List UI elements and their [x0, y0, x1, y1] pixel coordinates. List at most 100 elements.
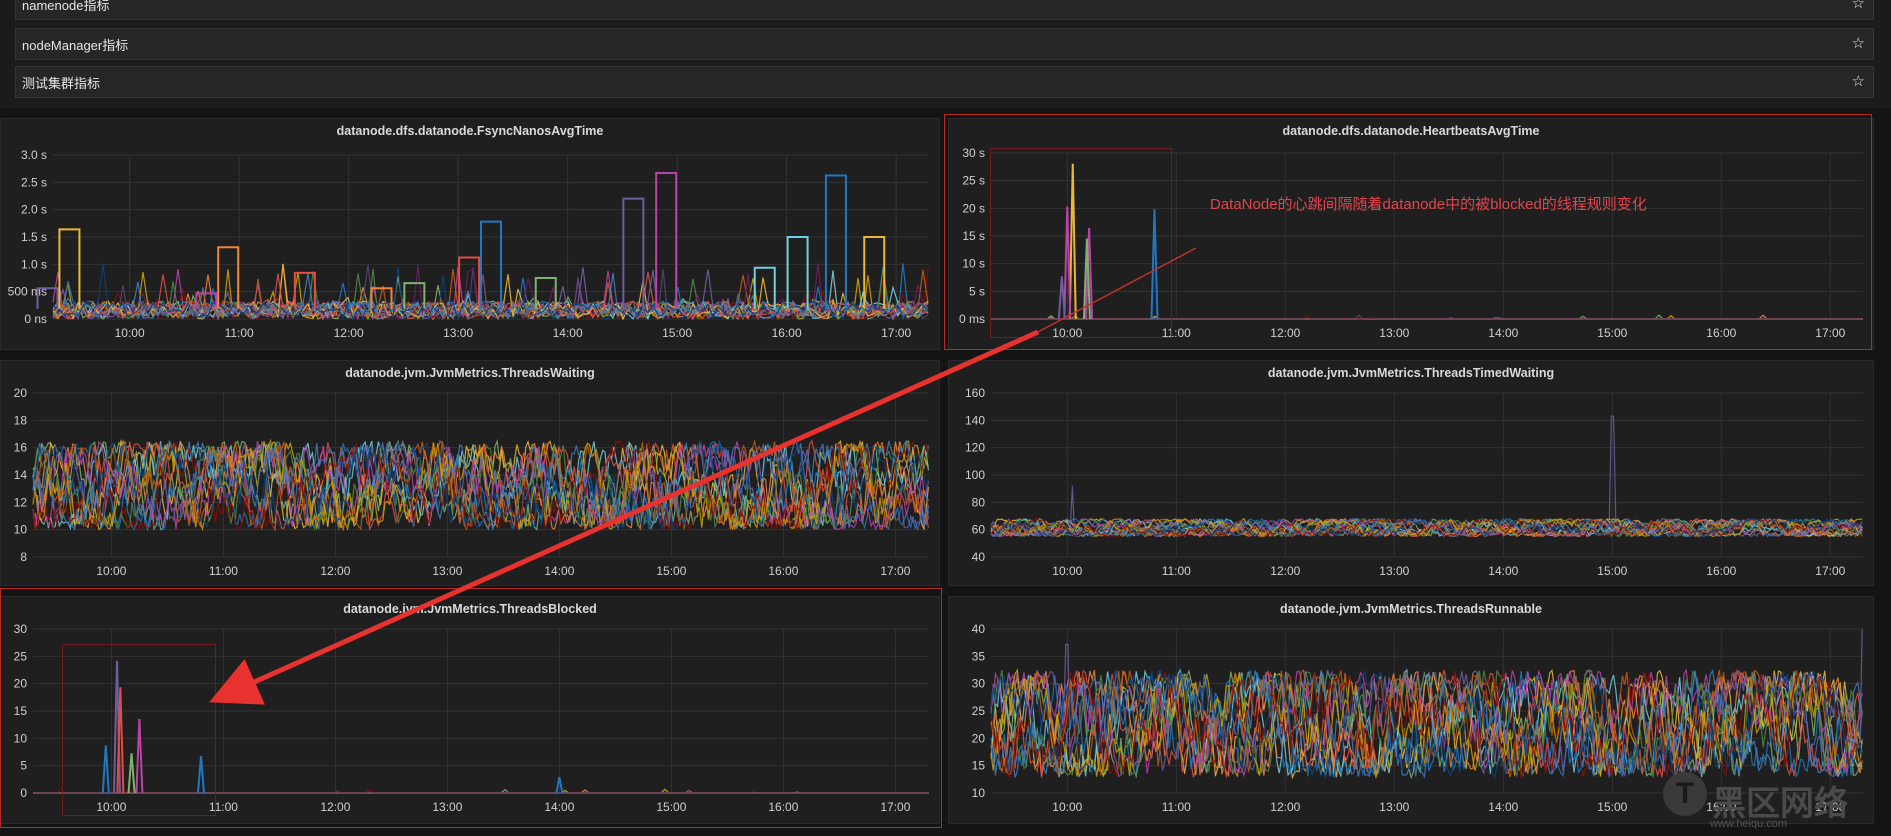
chart-fsync-nanos: 0 ns 500 ms 1.0 s 1.5 s 2.0 s 2.5 s 3.0 s 10:00… [8, 148, 929, 340]
y-tick-label: 12 [14, 495, 28, 509]
series-spike [824, 174, 847, 309]
series-spike [403, 282, 426, 309]
x-tick-label: 17:00 [1815, 800, 1845, 814]
y-tick-label: 120 [965, 441, 985, 455]
series-line [990, 669, 1863, 779]
x-tick-label: 15:00 [1597, 800, 1627, 814]
y-tick-label: 100 [965, 468, 985, 482]
star-icon[interactable]: ☆ [1851, 35, 1865, 52]
series-spike [863, 236, 886, 309]
x-tick-label: 16:00 [772, 326, 802, 340]
x-tick-label: 11:00 [225, 326, 254, 340]
x-tick-label: 14:00 [1488, 800, 1518, 814]
x-tick-label: 12:00 [334, 326, 364, 340]
x-tick-label: 15:00 [1597, 564, 1627, 578]
x-tick-label: 13:00 [432, 564, 462, 578]
series-spike [534, 277, 557, 309]
y-tick-label: 2.0 s [21, 203, 47, 217]
series-line [52, 268, 929, 321]
row-test-cluster[interactable]: 测试集群指标 ☆ [15, 66, 1874, 98]
row-namenode[interactable]: namenode指标 ☆ [15, 0, 1874, 20]
series-spike [753, 266, 776, 309]
y-tick-label: 2.5 s [21, 175, 47, 189]
series-spike [101, 745, 110, 794]
annotation-box-heartbeats-panel [944, 114, 1872, 350]
series-spike [127, 753, 136, 794]
series-spike [655, 171, 678, 309]
row-title: nodeManager指标 [22, 38, 129, 53]
annotation-text: DataNode的心跳间隔随着datanode中的被blocked的线程规则变化 [1210, 196, 1647, 213]
x-tick-label: 12:00 [320, 564, 350, 578]
y-tick-label: 160 [965, 386, 985, 400]
star-icon[interactable]: ☆ [1851, 0, 1865, 12]
panel-threads-waiting[interactable]: datanode.jvm.JvmMetrics.ThreadsWaiting 8… [0, 360, 940, 586]
y-tick-label: 15 [972, 759, 986, 773]
y-tick-label: 8 [20, 550, 27, 564]
y-tick-label: 1.0 s [21, 257, 47, 271]
dashboard-rows: namenode指标 ☆ nodeManager指标 ☆ 测试集群指标 ☆ [0, 0, 1891, 108]
x-tick-label: 13:00 [1379, 326, 1409, 340]
x-tick-label: 16:00 [768, 564, 798, 578]
watermark-text: 黑区网络 [1712, 785, 1848, 823]
panel-title: datanode.dfs.datanode.FsyncNanosAvgTime [336, 124, 604, 138]
series-spike [480, 220, 502, 309]
x-tick-label: 13:00 [1379, 800, 1409, 814]
x-tick-label: 13:00 [432, 800, 462, 814]
y-tick-label: 14 [14, 468, 28, 482]
chart-threads-waiting: 8 10 12 14 16 18 20 10:00 11:00 12:00 13:00 14:00 15… [14, 386, 929, 578]
row-nodemanager[interactable]: nodeManager指标 ☆ [15, 28, 1874, 60]
row-title: 测试集群指标 [22, 76, 101, 91]
y-tick-label: 25 s [962, 174, 985, 188]
annotation-box-heartbeats-spike [990, 148, 1172, 338]
series-spike [36, 287, 59, 309]
chart-threads-timed-waiting: 40 60 80 100 120 140 160 10:00 11:00 12:00 13:00 14… [965, 386, 1863, 578]
series-line [990, 517, 1863, 538]
y-tick-label: 5 [20, 759, 27, 773]
y-tick-label: 30 [972, 677, 986, 691]
watermark-logo-icon: T [1663, 772, 1707, 816]
series-spike [348, 302, 371, 309]
x-tick-label: 12:00 [1270, 564, 1300, 578]
series-line [990, 669, 1863, 778]
y-tick-label: 40 [972, 622, 986, 636]
series-line [52, 271, 929, 320]
x-tick-label: 16:00 [1706, 800, 1736, 814]
series-spike [217, 246, 240, 309]
y-tick-label: 10 [14, 523, 28, 537]
series-spike [555, 776, 564, 794]
x-tick-label: 14:00 [544, 800, 574, 814]
row-title: namenode指标 [22, 0, 110, 13]
panel-threads-timed-waiting[interactable]: datanode.jvm.JvmMetrics.ThreadsTimedWait… [948, 360, 1874, 586]
star-icon[interactable]: ☆ [1851, 73, 1865, 90]
series-spike [458, 256, 481, 309]
x-tick-label: 10:00 [96, 800, 126, 814]
series-line [990, 517, 1863, 538]
panel-threads-runnable[interactable]: datanode.jvm.JvmMetrics.ThreadsRunnable … [948, 596, 1874, 824]
y-tick-label: 25 [14, 649, 28, 663]
chart-threads-runnable: 10 15 20 25 30 35 40 10:00 11:00 12:00 13:00 14:00 1… [972, 622, 1863, 814]
panel-fsync-nanos[interactable]: datanode.dfs.datanode.FsyncNanosAvgTime … [0, 118, 940, 350]
x-tick-label: 13:00 [443, 326, 473, 340]
y-tick-label: 40 [972, 550, 986, 564]
y-tick-label: 80 [972, 495, 986, 509]
y-tick-label: 10 s [962, 257, 985, 271]
x-tick-label: 11:00 [1162, 564, 1191, 578]
x-tick-label: 17:00 [1815, 564, 1845, 578]
series-line [52, 263, 929, 321]
x-tick-label: 10:00 [1052, 564, 1082, 578]
series-spike [293, 271, 316, 309]
y-tick-label: 18 [14, 413, 28, 427]
x-tick-label: 16:00 [1706, 564, 1736, 578]
series-line [990, 669, 1863, 778]
y-tick-label: 0 ms [959, 312, 985, 326]
y-tick-label: 0 ns [24, 312, 47, 326]
x-tick-label: 10:00 [1052, 800, 1082, 814]
x-tick-label: 11:00 [209, 800, 238, 814]
y-tick-label: 3.0 s [21, 148, 47, 162]
series-spike [197, 755, 205, 794]
x-tick-label: 11:00 [209, 564, 238, 578]
series-spike [116, 687, 125, 794]
x-tick-label: 12:00 [1270, 800, 1300, 814]
x-tick-label: 14:00 [1488, 326, 1518, 340]
y-tick-label: 0 [20, 786, 27, 800]
